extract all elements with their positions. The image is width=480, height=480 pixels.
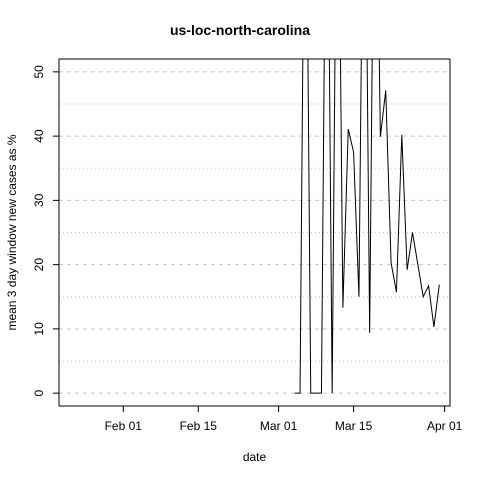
y-axis-label: mean 3 day window new cases as %: [5, 134, 19, 330]
y-tick-label: 20: [32, 258, 46, 272]
y-tick-label: 40: [32, 129, 46, 143]
x-tick-label: Mar 01: [260, 419, 298, 433]
y-tick-label: 10: [32, 322, 46, 336]
x-tick-label: Feb 01: [105, 419, 143, 433]
grid-lines: [59, 71, 450, 394]
y-tick-label: 50: [32, 65, 46, 79]
x-axis-label: date: [243, 450, 267, 464]
series-layer: [294, 59, 440, 394]
chart-title: us-loc-north-carolina: [170, 22, 310, 38]
y-tick-label: 30: [32, 193, 46, 207]
series-line: [294, 59, 440, 394]
axes: 0 10 20 30 40 50 Feb 01 Feb 15 Mar 01 Mar 15 Apr 0…: [32, 65, 462, 433]
x-tick-label: Feb 15: [180, 419, 218, 433]
y-tick-label: 0: [32, 389, 46, 396]
x-tick-label: Mar 15: [335, 419, 373, 433]
x-tick-label: Apr 01: [427, 419, 463, 433]
